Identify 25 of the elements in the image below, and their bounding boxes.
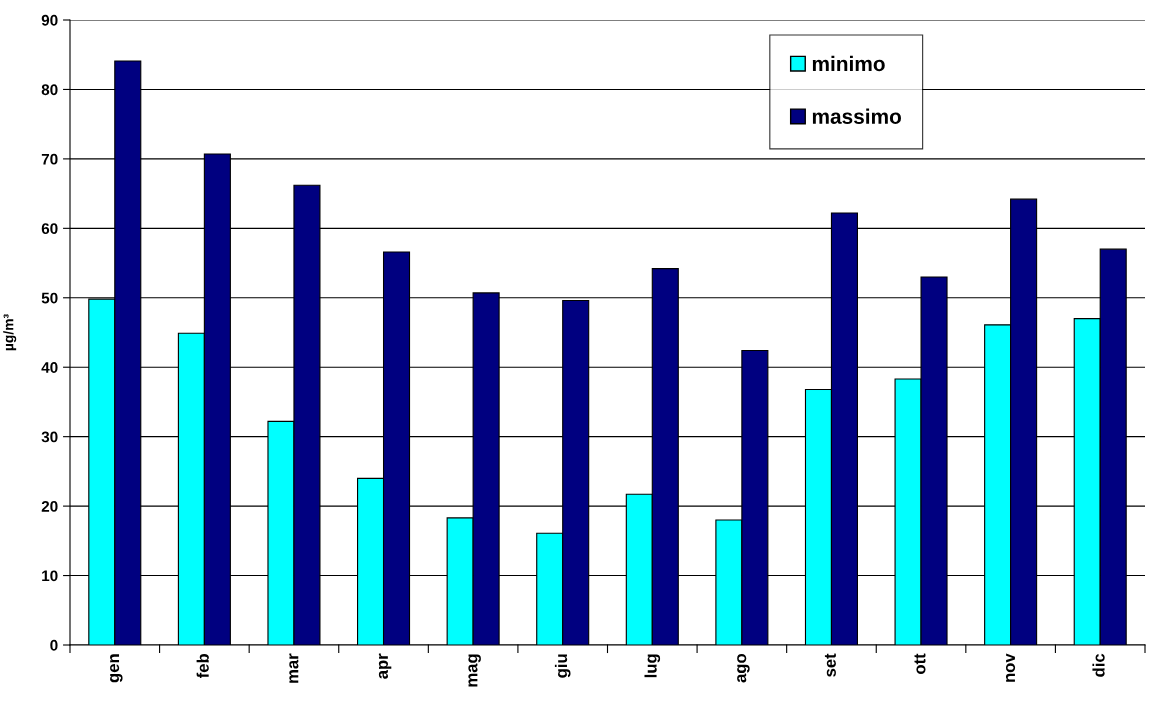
x-tick-label: set — [824, 653, 836, 677]
legend-label: minimo — [812, 55, 885, 72]
x-tick-label: nov — [1005, 653, 1016, 682]
y-tick-label: 40 — [41, 362, 58, 373]
y-tick-label: 50 — [41, 292, 58, 304]
x-tick-label: mag — [468, 654, 481, 687]
y-tick-label: 60 — [41, 223, 58, 235]
x-tick-label: dic — [1092, 653, 1105, 677]
y-tick-label: 70 — [41, 153, 58, 165]
y-tick-label: 0 — [50, 639, 58, 651]
x-tick-label: mar — [289, 653, 299, 683]
x-tick-label: gen — [110, 654, 123, 683]
y-tick-label: 90 — [41, 14, 58, 26]
legend-label: massimo — [812, 108, 901, 124]
x-tick-label: feb — [196, 654, 209, 679]
x-tick-label: lug — [644, 654, 661, 678]
y-tick-label: 20 — [41, 500, 58, 512]
x-tick-label: ott — [914, 653, 926, 674]
y-axis-title: µg/m³ — [3, 314, 17, 351]
y-tick-label: 30 — [41, 431, 58, 443]
x-tick-label: ago — [737, 653, 750, 683]
y-tick-label: 10 — [42, 570, 58, 582]
x-tick-label: apr — [378, 653, 392, 679]
y-tick-label: 80 — [41, 84, 58, 96]
x-tick-label: giu — [554, 654, 571, 678]
